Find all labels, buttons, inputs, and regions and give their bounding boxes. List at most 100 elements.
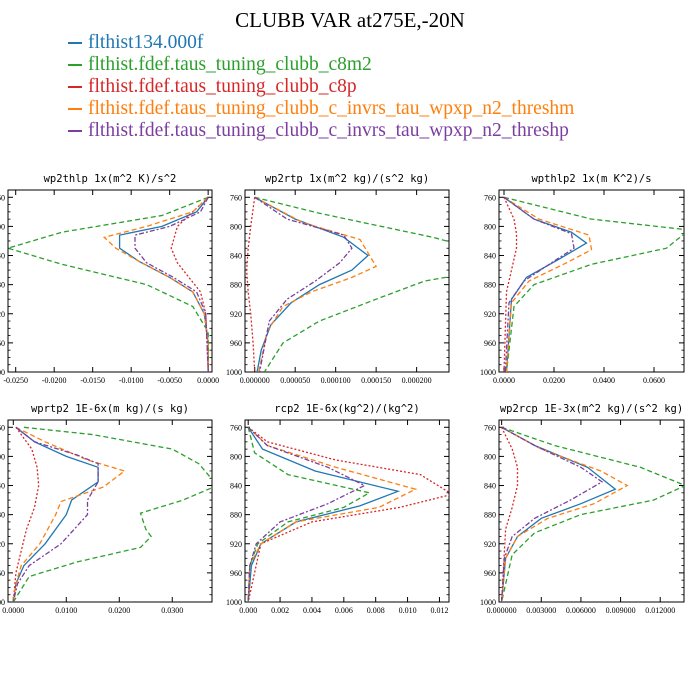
y-tick-label: 960 [484,569,496,578]
legend-label: flthist.fdef.taus_tuning_clubb_c8m2 [88,54,372,75]
x-tick-label: 0.0100 [55,606,77,615]
y-tick-label: 960 [0,569,5,578]
panel-title: wp2thlp 1x(m^2 K)/s^2 [44,173,177,185]
x-tick-label: 0.0300 [161,606,183,615]
series-line [12,426,212,602]
series-line [503,196,588,372]
x-tick-label: 0.012 [430,606,448,615]
x-tick-label: 0.006000 [566,606,596,615]
series-line [245,197,256,372]
y-tick-label: 800 [0,452,5,461]
y-tick-label: 800 [230,452,242,461]
series-line [503,196,575,372]
x-tick-label: 0.0000 [493,376,515,385]
series-line [500,426,684,602]
y-tick-label: 800 [484,452,496,461]
y-tick-label: 1000 [480,368,496,377]
x-tick-label: 0.006 [335,606,353,615]
series-line [12,426,127,602]
series-line [500,426,617,602]
plot-frame [498,189,685,373]
y-tick-label: 920 [0,310,5,319]
x-tick-label: -0.0200 [42,376,67,385]
y-tick-label: 920 [484,540,496,549]
y-tick-label: 880 [484,281,496,290]
series-line [12,426,99,602]
x-tick-label: 0.012000 [645,606,675,615]
x-tick-label: 0.000000 [240,376,270,385]
y-tick-label: 960 [0,339,5,348]
x-tick-label: 0.000050 [280,376,310,385]
legend-label: flthist.fdef.taus_tuning_clubb_c_invrs_t… [88,120,569,141]
series-line [8,196,209,372]
plot-frame [7,189,213,373]
series-line [500,426,629,602]
legend-swatch [68,64,82,66]
series-line [254,196,353,372]
y-tick-label: 840 [230,482,242,491]
series-line [247,426,418,602]
panel-title: wp2rcp 1E-3x(m^2 kg)/(s^2 kg) [500,403,683,415]
y-tick-label: 760 [0,193,5,202]
y-tick-label: 920 [484,310,496,319]
y-tick-label: 880 [230,511,242,520]
y-tick-label: 800 [484,222,496,231]
plot-frame [7,419,213,603]
legend-label: flthist.fdef.taus_tuning_clubb_c_invrs_t… [88,98,575,119]
plot-frame [498,419,685,603]
y-tick-label: 880 [0,511,5,520]
y-tick-label: 1000 [226,598,242,607]
series-line [247,426,449,602]
y-tick-label: 920 [0,540,5,549]
y-tick-label: 960 [484,339,496,348]
y-tick-label: 1000 [480,598,496,607]
legend: flthist134.000f flthist.fdef.taus_tuning… [68,32,574,142]
legend-item: flthist.fdef.taus_tuning_clubb_c8m2 [68,54,574,76]
y-tick-label: 880 [0,281,5,290]
y-tick-label: 880 [484,511,496,520]
series-line [254,196,449,372]
y-tick-label: 920 [230,310,242,319]
x-tick-label: -0.0150 [80,376,105,385]
panel-title: wp2rtp 1x(m^2 kg)/(s^2 kg) [265,173,429,185]
series-line [247,426,366,602]
y-tick-label: 840 [0,252,5,261]
x-tick-label: 0.000 [239,606,257,615]
y-tick-label: 880 [230,281,242,290]
series-line [134,196,209,372]
y-tick-label: 760 [484,193,496,202]
y-tick-label: 1000 [226,368,242,377]
x-tick-label: 0.000100 [321,376,351,385]
x-tick-label: 0.000150 [361,376,391,385]
y-tick-label: 1000 [0,598,5,607]
series-line [247,426,401,602]
x-tick-label: 0.0600 [643,376,665,385]
legend-label: flthist134.000f [88,32,204,53]
y-tick-label: 800 [230,222,242,231]
x-tick-label: 0.000000 [487,606,517,615]
legend-item: flthist.fdef.taus_tuning_clubb_c_invrs_t… [68,120,574,142]
legend-swatch [68,42,82,44]
y-tick-label: 760 [484,423,496,432]
y-tick-label: 1000 [0,368,5,377]
y-tick-label: 760 [230,423,242,432]
panel-title: wpthlp2 1x(m K^2)/s [531,173,651,185]
x-tick-label: 0.0000 [2,606,24,615]
series-line [170,196,209,372]
series-line [503,196,593,372]
panel-title: wprtp2 1E-6x(m kg)/(s kg) [31,403,189,415]
x-tick-label: 0.0400 [593,376,615,385]
series-line [503,196,684,372]
x-tick-label: 0.009000 [606,606,636,615]
series-line [102,196,209,372]
legend-swatch [68,86,82,88]
y-tick-label: 800 [0,222,5,231]
x-tick-label: -0.0050 [157,376,182,385]
series-line [254,196,378,372]
legend-item: flthist.fdef.taus_tuning_clubb_c_invrs_t… [68,98,574,120]
x-tick-label: 0.003000 [526,606,556,615]
legend-item: flthist.fdef.taus_tuning_clubb_c8p [68,76,574,98]
y-tick-label: 960 [230,569,242,578]
legend-swatch [68,130,82,132]
plot-frame [244,189,450,373]
